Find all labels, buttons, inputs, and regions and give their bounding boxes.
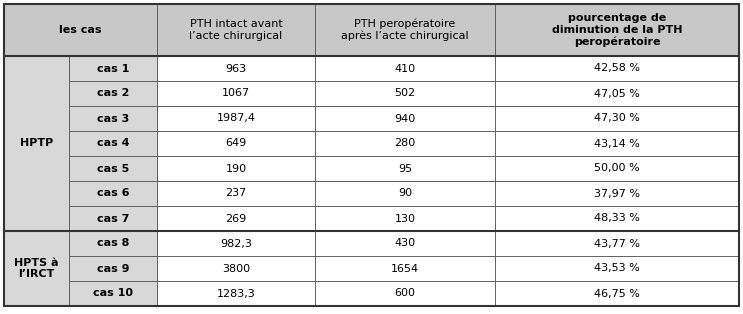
- Bar: [495, 156, 739, 181]
- Text: 47,30 %: 47,30 %: [594, 113, 640, 123]
- Bar: [315, 156, 495, 181]
- Bar: [69, 181, 157, 206]
- Text: 430: 430: [395, 239, 415, 248]
- Text: cas 5: cas 5: [97, 164, 129, 174]
- Bar: [495, 56, 739, 81]
- Text: 46,75 %: 46,75 %: [594, 289, 640, 299]
- Text: pourcentage de
diminution de la PTH
peropératoire: pourcentage de diminution de la PTH pero…: [552, 13, 682, 47]
- Bar: [69, 81, 157, 106]
- Bar: [69, 156, 157, 181]
- Text: 47,05 %: 47,05 %: [594, 89, 640, 99]
- Bar: [495, 206, 739, 231]
- Text: 410: 410: [395, 63, 415, 73]
- Bar: [315, 256, 495, 281]
- Text: 963: 963: [225, 63, 247, 73]
- Text: 940: 940: [395, 113, 415, 123]
- Bar: [315, 56, 495, 81]
- Text: 43,14 %: 43,14 %: [594, 138, 640, 149]
- Text: 280: 280: [395, 138, 415, 149]
- Text: 982,3: 982,3: [220, 239, 252, 248]
- Text: cas 7: cas 7: [97, 214, 129, 224]
- Text: cas 6: cas 6: [97, 188, 129, 198]
- Bar: [69, 281, 157, 306]
- Bar: [4, 231, 69, 306]
- Bar: [69, 106, 157, 131]
- Bar: [495, 131, 739, 156]
- Text: cas 3: cas 3: [97, 113, 129, 123]
- Text: 3800: 3800: [222, 263, 250, 273]
- Text: 600: 600: [395, 289, 415, 299]
- Text: cas 1: cas 1: [97, 63, 129, 73]
- Text: cas 4: cas 4: [97, 138, 129, 149]
- Bar: [4, 4, 157, 56]
- Bar: [157, 4, 315, 56]
- Bar: [315, 106, 495, 131]
- Bar: [4, 56, 69, 231]
- Text: cas 10: cas 10: [93, 289, 133, 299]
- Bar: [69, 56, 157, 81]
- Text: HPTP: HPTP: [20, 138, 53, 149]
- Text: 1654: 1654: [391, 263, 419, 273]
- Text: 95: 95: [398, 164, 412, 174]
- Bar: [157, 131, 315, 156]
- Bar: [495, 4, 739, 56]
- Text: 1283,3: 1283,3: [217, 289, 256, 299]
- Text: 37,97 %: 37,97 %: [594, 188, 640, 198]
- Bar: [69, 256, 157, 281]
- Text: 649: 649: [225, 138, 247, 149]
- Bar: [315, 131, 495, 156]
- Bar: [495, 256, 739, 281]
- Bar: [157, 231, 315, 256]
- Text: 90: 90: [398, 188, 412, 198]
- Text: PTH peropératoire
après l’acte chirurgical: PTH peropératoire après l’acte chirurgic…: [341, 19, 469, 41]
- Bar: [157, 56, 315, 81]
- Bar: [157, 256, 315, 281]
- Bar: [157, 106, 315, 131]
- Bar: [495, 281, 739, 306]
- Bar: [315, 81, 495, 106]
- Bar: [315, 4, 495, 56]
- Bar: [315, 231, 495, 256]
- Text: 130: 130: [395, 214, 415, 224]
- Text: PTH intact avant
l’acte chirurgical: PTH intact avant l’acte chirurgical: [189, 19, 282, 41]
- Bar: [495, 106, 739, 131]
- Text: 237: 237: [225, 188, 247, 198]
- Text: 50,00 %: 50,00 %: [594, 164, 640, 174]
- Text: 269: 269: [225, 214, 247, 224]
- Text: cas 2: cas 2: [97, 89, 129, 99]
- Text: HPTS à
l’IRCT: HPTS à l’IRCT: [14, 258, 59, 279]
- Bar: [495, 181, 739, 206]
- Bar: [315, 281, 495, 306]
- Bar: [69, 231, 157, 256]
- Text: cas 9: cas 9: [97, 263, 129, 273]
- Bar: [157, 206, 315, 231]
- Bar: [69, 131, 157, 156]
- Text: 190: 190: [225, 164, 247, 174]
- Bar: [157, 81, 315, 106]
- Text: 42,58 %: 42,58 %: [594, 63, 640, 73]
- Text: 48,33 %: 48,33 %: [594, 214, 640, 224]
- Text: 43,77 %: 43,77 %: [594, 239, 640, 248]
- Bar: [157, 281, 315, 306]
- Bar: [315, 206, 495, 231]
- Text: 502: 502: [395, 89, 415, 99]
- Bar: [495, 81, 739, 106]
- Text: 1987,4: 1987,4: [216, 113, 256, 123]
- Text: 1067: 1067: [222, 89, 250, 99]
- Bar: [157, 156, 315, 181]
- Bar: [495, 231, 739, 256]
- Text: cas 8: cas 8: [97, 239, 129, 248]
- Bar: [315, 181, 495, 206]
- Text: les cas: les cas: [59, 25, 102, 35]
- Text: 43,53 %: 43,53 %: [594, 263, 640, 273]
- Bar: [69, 206, 157, 231]
- Bar: [157, 181, 315, 206]
